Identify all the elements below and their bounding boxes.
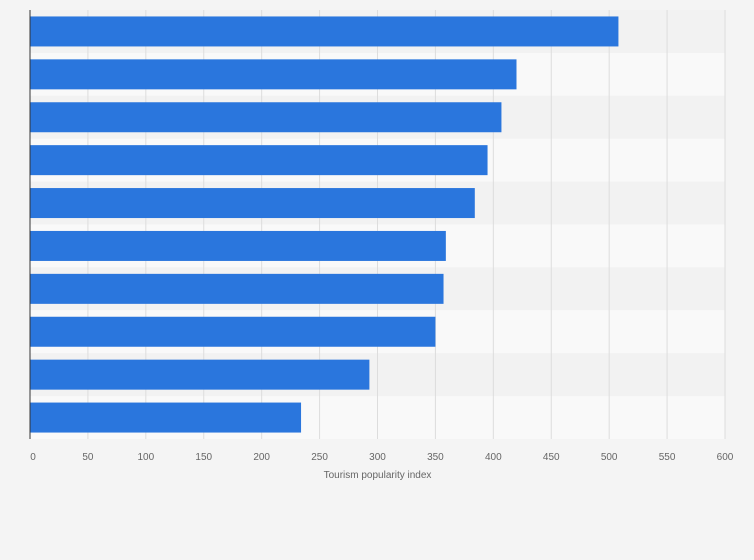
bars bbox=[30, 16, 619, 433]
x-tick-label: 500 bbox=[601, 452, 618, 463]
x-tick-label: 150 bbox=[195, 452, 212, 463]
bar[interactable] bbox=[30, 145, 488, 176]
x-tick-label: 100 bbox=[137, 452, 154, 463]
x-tick-label: 50 bbox=[82, 452, 94, 463]
bar[interactable] bbox=[30, 102, 502, 133]
bar[interactable] bbox=[30, 273, 444, 304]
x-tick-label: 550 bbox=[659, 452, 676, 463]
x-tick-label: 450 bbox=[543, 452, 560, 463]
bar[interactable] bbox=[30, 230, 446, 261]
x-tick-label: 600 bbox=[717, 452, 734, 463]
x-tick-label: 350 bbox=[427, 452, 444, 463]
x-tick-label: 400 bbox=[485, 452, 502, 463]
bar[interactable] bbox=[30, 188, 475, 219]
x-axis-label: Tourism popularity index bbox=[324, 470, 432, 481]
x-tick-label: 200 bbox=[253, 452, 270, 463]
bar[interactable] bbox=[30, 316, 436, 347]
x-tick-label: 0 bbox=[30, 452, 36, 463]
bar[interactable] bbox=[30, 16, 619, 47]
bar[interactable] bbox=[30, 59, 517, 90]
x-tick-labels: 0 50 100 150 200 250 300 350 400 450 500 550 600 bbox=[30, 452, 734, 463]
bar[interactable] bbox=[30, 402, 302, 433]
bar[interactable] bbox=[30, 359, 370, 390]
x-tick-label: 250 bbox=[311, 452, 328, 463]
x-tick-label: 300 bbox=[369, 452, 386, 463]
